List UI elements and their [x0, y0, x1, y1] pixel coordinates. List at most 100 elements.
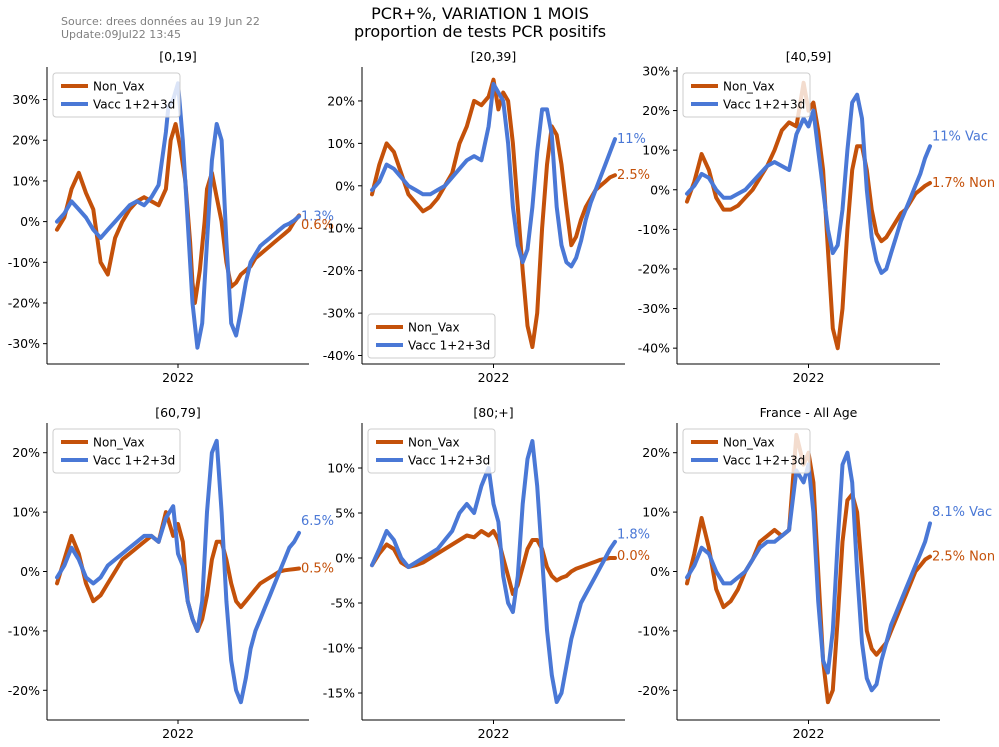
series-line-non-vax — [685, 432, 932, 705]
x-tick-label: 2022 — [162, 726, 194, 741]
y-tick-label: -30% — [8, 336, 40, 351]
y-tick-label: 20% — [642, 445, 670, 460]
y-tick-label: 20% — [327, 93, 355, 108]
legend-label-non-vax: Non_Vax — [93, 80, 145, 94]
series-line-non-vax — [370, 529, 617, 596]
legend-label-vacc: Vacc 1+2+3d — [408, 454, 490, 468]
y-tick-label: 20% — [642, 103, 670, 118]
legend-label-non-vax: Non_Vax — [723, 436, 775, 450]
y-tick-label: -20% — [8, 295, 40, 310]
panel-title: [80;+] — [473, 405, 513, 420]
end-value-label: 8.1% Vac — [932, 505, 992, 520]
legend-label-non-vax: Non_Vax — [723, 80, 775, 94]
end-value-label: 11% — [617, 132, 646, 147]
figure-title: PCR+%, VARIATION 1 MOIS proportion de te… — [0, 5, 960, 41]
y-tick-label: 0% — [335, 551, 355, 566]
end-value-label: 6.5% — [301, 514, 334, 529]
y-tick-label: -10% — [638, 222, 670, 237]
legend-label-non-vax: Non_Vax — [408, 436, 460, 450]
y-tick-label: -15% — [323, 686, 355, 701]
y-tick-label: -20% — [638, 683, 670, 698]
series-line-vacc — [55, 438, 301, 705]
y-tick-label: 10% — [12, 173, 40, 188]
legend: Non_Vax Vacc 1+2+3d — [52, 428, 181, 474]
end-value-label: 0.5% — [301, 562, 334, 577]
y-tick-label: -20% — [8, 683, 40, 698]
series-line-vacc — [370, 439, 617, 704]
legend: Non_Vax Vacc 1+2+3d — [52, 72, 181, 118]
end-value-label: 2.5% — [617, 168, 650, 183]
y-tick-label: 20% — [12, 445, 40, 460]
series-line-vacc — [55, 81, 301, 350]
y-tick-label: -10% — [8, 623, 40, 638]
x-tick-label: 2022 — [478, 370, 510, 385]
panel-title: [60,79] — [155, 405, 201, 420]
chart-panel: [80;+] -15% -10% -5% 0% 5% 10% 2022 1.8% 0.0% Non_… — [323, 405, 650, 741]
source-note: Source: drees données au 19 Jun 22 Update… — [61, 15, 260, 41]
y-tick-label: -30% — [323, 306, 355, 321]
chart-panel: [20,39] -40% -30% -20% -10% 0% 10% 20% 2022 11% 2.… — [323, 49, 650, 385]
end-value-label: 1.3% — [301, 209, 334, 224]
legend: Non_Vax Vacc 1+2+3d — [682, 428, 811, 474]
x-tick-label: 2022 — [478, 726, 510, 741]
legend-label-vacc: Vacc 1+2+3d — [723, 98, 805, 112]
y-tick-label: 0% — [20, 214, 40, 229]
legend-label-non-vax: Non_Vax — [93, 436, 145, 450]
legend: Non_Vax Vacc 1+2+3d — [367, 313, 496, 359]
panel-title: [40,59] — [786, 49, 832, 64]
end-value-label: 1.7% Non — [932, 176, 995, 191]
series-line-non-vax — [370, 77, 617, 349]
y-tick-label: 0% — [20, 564, 40, 579]
end-value-label: 0.6% — [301, 218, 334, 233]
end-value-label: 1.8% — [617, 528, 650, 543]
y-tick-label: 5% — [335, 506, 355, 521]
series-line-non-vax — [685, 80, 932, 351]
legend-label-vacc: Vacc 1+2+3d — [93, 98, 175, 112]
y-tick-label: -5% — [331, 596, 355, 611]
chart-panel: France - All Age -20% -10% 0% 10% 20% 2022 8.1%… — [638, 405, 995, 741]
legend-label-vacc: Vacc 1+2+3d — [723, 454, 805, 468]
chart-panel: [0,19] -30% -20% -10% 0% 10% 20% 30% 2022 1.3%0.6… — [8, 49, 334, 385]
y-tick-label: 0% — [335, 178, 355, 193]
y-tick-label: -20% — [323, 263, 355, 278]
y-tick-label: 30% — [642, 63, 670, 78]
end-value-label: 0.0% — [617, 549, 650, 564]
y-tick-label: 10% — [642, 505, 670, 520]
y-tick-label: -40% — [323, 348, 355, 363]
panel-title: [0,19] — [159, 49, 197, 64]
y-tick-label: -10% — [638, 623, 670, 638]
x-tick-label: 2022 — [793, 726, 825, 741]
legend: Non_Vax Vacc 1+2+3d — [682, 72, 811, 118]
end-value-label: 11% Vac — [932, 129, 988, 144]
legend-label-vacc: Vacc 1+2+3d — [93, 454, 175, 468]
end-value-label: 2.5% Non — [932, 550, 995, 565]
legend-label-vacc: Vacc 1+2+3d — [408, 339, 490, 353]
y-tick-label: 20% — [12, 133, 40, 148]
legend: Non_Vax Vacc 1+2+3d — [367, 428, 496, 474]
y-tick-label: -10% — [8, 255, 40, 270]
legend-label-non-vax: Non_Vax — [408, 321, 460, 335]
y-tick-label: -10% — [323, 641, 355, 656]
x-tick-label: 2022 — [162, 370, 194, 385]
y-tick-label: 0% — [650, 182, 670, 197]
y-tick-label: -30% — [638, 301, 670, 316]
y-tick-label: -10% — [323, 221, 355, 236]
x-tick-label: 2022 — [793, 370, 825, 385]
series-line-non-vax — [55, 122, 301, 305]
figure-title-line-2: proportion de tests PCR positifs — [353, 22, 607, 41]
chart-panel: [60,79] -20% -10% 0% 10% 20% 2022 6.5% 0.5% Non_V… — [8, 405, 334, 741]
source-line: Source: drees données au 19 Jun 22 — [61, 15, 260, 28]
y-tick-label: -40% — [638, 341, 670, 356]
series-line-vacc — [370, 82, 617, 269]
chart-panel: [40,59] -40% -30% -20% -10% 0% 10% 20% 30% 2022 11… — [638, 49, 995, 385]
series-line-vacc — [685, 450, 932, 693]
y-tick-label: 10% — [642, 143, 670, 158]
y-tick-label: 10% — [12, 505, 40, 520]
panel-title: [20,39] — [471, 49, 517, 64]
y-tick-label: -20% — [638, 261, 670, 276]
y-tick-label: 30% — [12, 92, 40, 107]
y-tick-label: 0% — [650, 564, 670, 579]
figure-title-line-1: PCR+%, VARIATION 1 MOIS — [371, 4, 589, 23]
y-tick-label: 10% — [327, 136, 355, 151]
